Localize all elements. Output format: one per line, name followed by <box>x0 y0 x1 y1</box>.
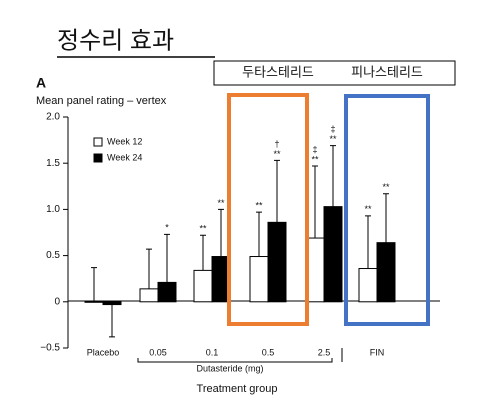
plot: −0.5 0 0.5 1.0 1.5 2.0 Placebo 0.05 0.1 0.5 2.5 FIN… <box>40 112 396 357</box>
legend-swatch <box>93 137 103 147</box>
error-bar <box>274 159 280 223</box>
y-tick-label: 2.0 <box>46 112 60 123</box>
significance: ‡ <box>330 124 335 134</box>
x-tick-label: 0.1 <box>206 347 219 357</box>
bar <box>267 221 287 303</box>
significance: † <box>274 139 279 149</box>
x-tick-label: Placebo <box>87 347 120 357</box>
highlight-box <box>227 93 309 326</box>
drug-label: 피나스테리드 <box>351 64 423 79</box>
error-bar <box>146 248 152 289</box>
x-tick-label: FIN <box>370 347 385 357</box>
y-axis-title: Mean panel rating – vertex <box>36 95 167 107</box>
x-tick-label: 2.5 <box>318 347 331 357</box>
significance: ‡ <box>312 144 317 154</box>
y-tick-label: −0.5 <box>40 343 60 354</box>
significance: ** <box>311 154 319 164</box>
error-bar <box>164 233 170 283</box>
significance: ** <box>255 201 263 211</box>
bar <box>358 268 378 303</box>
error-bar <box>91 267 97 302</box>
y-tick-label: 1.5 <box>46 158 60 169</box>
group-bracket <box>137 358 333 363</box>
bar <box>376 242 396 303</box>
significance: ** <box>329 134 337 144</box>
significance: ** <box>382 182 390 192</box>
bar <box>157 281 177 303</box>
significance: * <box>165 223 169 233</box>
bar <box>102 301 122 306</box>
error-bar <box>312 165 318 239</box>
x-tick-label: 0.5 <box>262 347 275 357</box>
panel-label: A <box>36 75 46 91</box>
legend-swatch <box>93 153 103 163</box>
legend-label: Week 24 <box>107 152 142 162</box>
group-label: Dutasteride (mg) <box>196 363 263 373</box>
error-bar <box>218 208 224 257</box>
error-bar <box>200 234 206 271</box>
significance: ** <box>273 149 281 159</box>
significance: ** <box>364 204 372 214</box>
error-bar <box>383 193 389 243</box>
bar <box>193 269 213 303</box>
y-tick-label: 0 <box>54 296 60 307</box>
legend-label: Week 12 <box>107 136 142 146</box>
y-tick-label: 1.0 <box>46 204 60 215</box>
label-box <box>213 60 456 86</box>
drug-label: 두타스테리드 <box>242 64 314 79</box>
error-bar <box>365 215 371 269</box>
bar <box>249 256 269 303</box>
bar <box>139 288 159 303</box>
highlight-box <box>344 94 430 326</box>
bar <box>323 206 343 303</box>
error-bar <box>109 304 115 338</box>
y-tick-label: 0.5 <box>46 250 60 261</box>
significance: ** <box>217 198 225 208</box>
error-bar <box>256 211 262 257</box>
error-bar <box>330 145 336 207</box>
x-axis-title: Treatment group <box>197 383 278 395</box>
page-title: 정수리 효과 <box>57 27 174 54</box>
significance: ** <box>199 224 207 234</box>
x-tick-label: 0.05 <box>149 347 167 357</box>
bar <box>84 301 104 303</box>
